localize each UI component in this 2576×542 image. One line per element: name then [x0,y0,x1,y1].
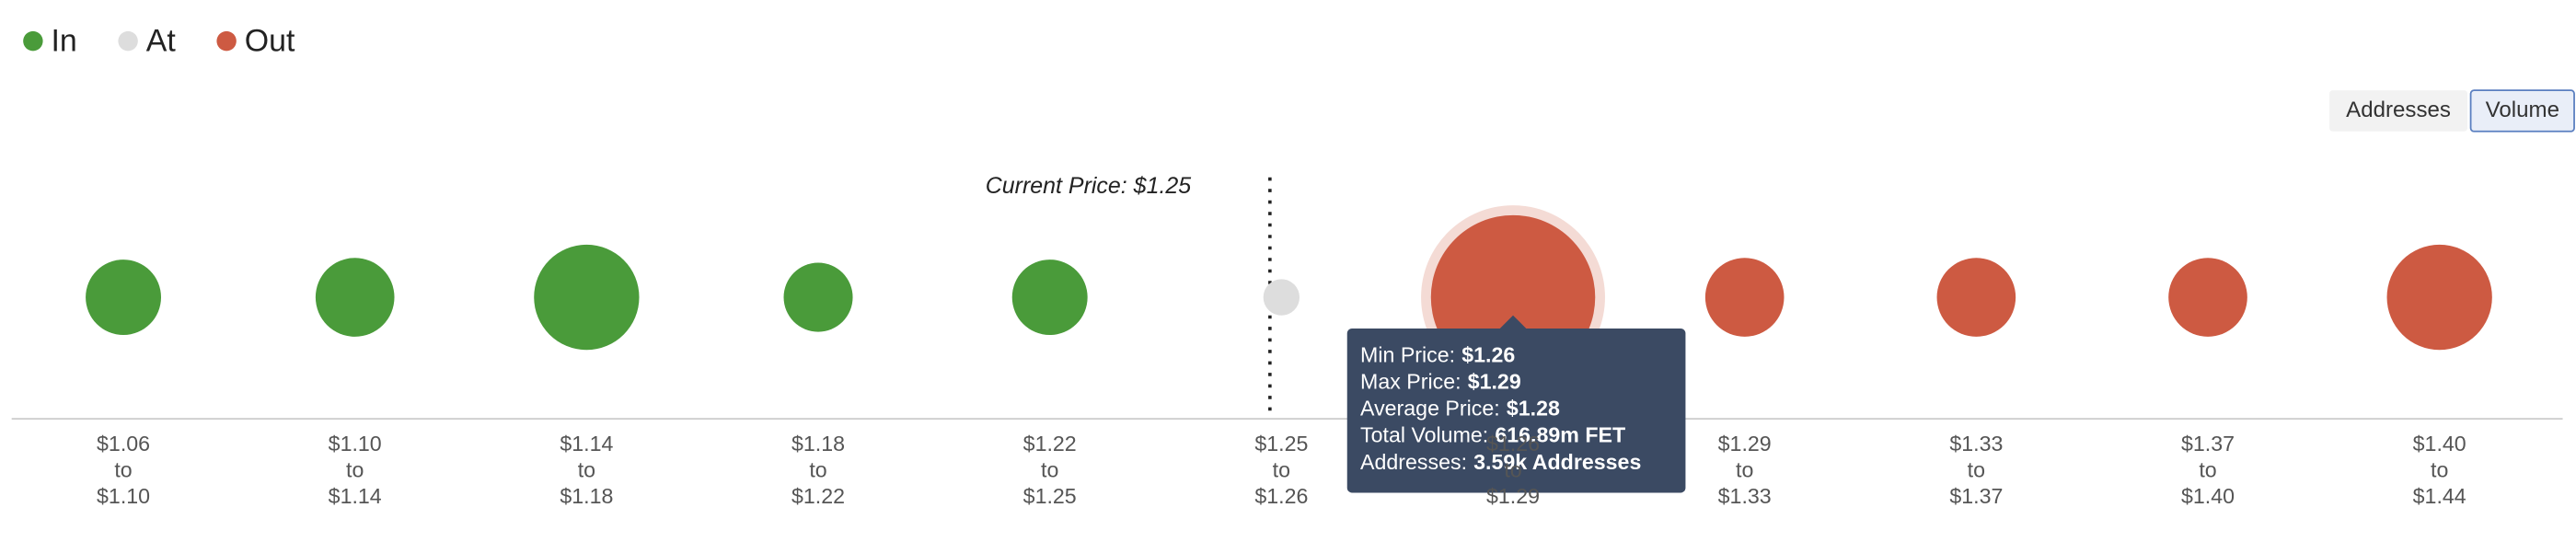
bubble [534,244,640,351]
bubble [1011,259,1088,336]
x-tick-label: $1.29 [1486,484,1540,508]
x-tick-label: $1.44 [2413,484,2466,508]
x-tick-label: to [1504,457,1521,481]
bubble [2386,244,2492,351]
bubble [1704,258,1785,337]
tooltip-label: Max Price: [1360,370,1461,394]
tooltip-value: $1.28 [1507,397,1560,421]
x-tick-label: to [2199,457,2216,481]
x-tick-label: to [1968,457,1985,481]
x-tick-label: $1.22 [1023,432,1077,456]
x-tick-label: to [809,457,826,481]
bubble [1936,258,2016,337]
x-tick-label: $1.37 [1949,484,2003,508]
bubble [1263,279,1300,316]
x-tick-label: to [1736,457,1753,481]
tooltip-label: Min Price: [1360,342,1455,366]
x-tick-label: $1.29 [1718,432,1772,456]
x-tick-label: $1.10 [329,432,382,456]
x-tick-label: $1.14 [560,432,613,456]
tooltip-label: Average Price: [1360,397,1500,421]
x-tick-label: $1.33 [1949,432,2003,456]
legend-swatch [216,30,237,52]
x-tick-label: $1.26 [1486,432,1540,456]
tooltip-label: Addresses: [1360,450,1467,474]
volume-button[interactable] [2469,89,2575,133]
bubble [86,259,162,336]
legend-label: In [52,23,77,58]
tooltip-value: 616.89m FET [1495,423,1625,447]
x-tick-label: $1.26 [1254,484,1308,508]
x-tick-label: $1.18 [560,484,613,508]
bubble [2168,258,2247,337]
x-tick-label: to [1041,457,1058,481]
bubble [315,258,395,337]
x-tick-label: to [1273,457,1290,481]
x-tick-label: to [578,457,595,481]
x-tick-label: $1.10 [97,484,150,508]
tooltip-arrow [1499,315,1527,329]
x-tick-label: to [114,457,132,481]
current-price-label: Current Price: $1.25 [986,173,1192,199]
legend-label: At [146,23,177,58]
tooltip-label: Total Volume: [1360,423,1488,447]
addresses-button[interactable] [2329,90,2468,132]
tooltip-box [1346,328,1686,493]
bubble [783,262,853,332]
x-tick-label: $1.25 [1254,432,1308,456]
x-tick-label: to [2431,457,2448,481]
x-tick-label: $1.25 [1023,484,1077,508]
x-tick-label: $1.22 [791,484,845,508]
x-tick-label: $1.33 [1718,484,1772,508]
x-tick-label: $1.06 [97,432,150,456]
tooltip-value: $1.29 [1468,370,1521,394]
x-tick-label: to [346,457,364,481]
addresses-button-label[interactable]: Addresses [2346,98,2451,122]
legend-label: Out [245,23,295,58]
legend-swatch [23,30,43,52]
legend-swatch [118,30,138,52]
x-tick-label: $1.40 [2181,484,2235,508]
x-tick-label: $1.37 [2181,432,2235,456]
x-tick-label: $1.18 [791,432,845,456]
x-tick-label: $1.14 [329,484,382,508]
tooltip-value: 3.59k Addresses [1473,450,1641,474]
x-tick-label: $1.40 [2413,432,2466,456]
tooltip-value: $1.26 [1461,342,1515,366]
volume-button-label[interactable]: Volume [2486,98,2559,122]
